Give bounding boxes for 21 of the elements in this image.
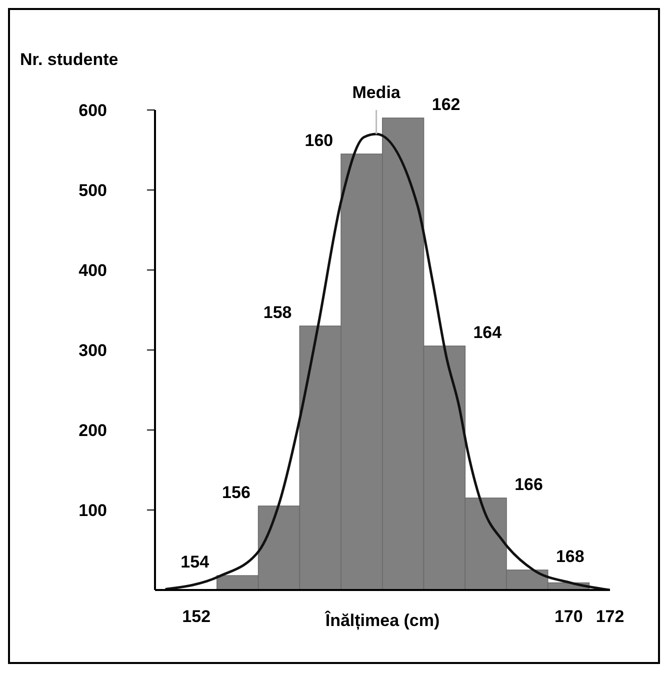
x-axis-title: Înălțimea (cm)	[324, 610, 440, 630]
annotation: 168	[556, 547, 584, 566]
y-tick-label: 300	[78, 341, 107, 360]
annotation: 166	[514, 475, 543, 494]
y-tick-label: 500	[78, 181, 107, 200]
annotation: 156	[222, 483, 250, 502]
annotation: 162	[432, 95, 460, 114]
y-tick-label: 200	[78, 421, 107, 440]
line-series	[164, 132, 610, 590]
annotation: 160	[304, 131, 334, 150]
x-tick-label: 152	[182, 607, 211, 626]
annotation: 154	[180, 552, 210, 572]
y-tick-label: 400	[78, 261, 107, 280]
y-tick-label: 600	[78, 101, 107, 120]
y-axis-title: Nr. studente	[20, 50, 118, 70]
annotation: 158	[263, 303, 292, 322]
annotation: 164	[473, 323, 502, 342]
ref-line-label: Media	[352, 83, 401, 102]
y-tick-label: 100	[78, 501, 107, 520]
x-tick-label: 170	[554, 607, 583, 626]
x-tick-label: 172	[596, 607, 624, 626]
